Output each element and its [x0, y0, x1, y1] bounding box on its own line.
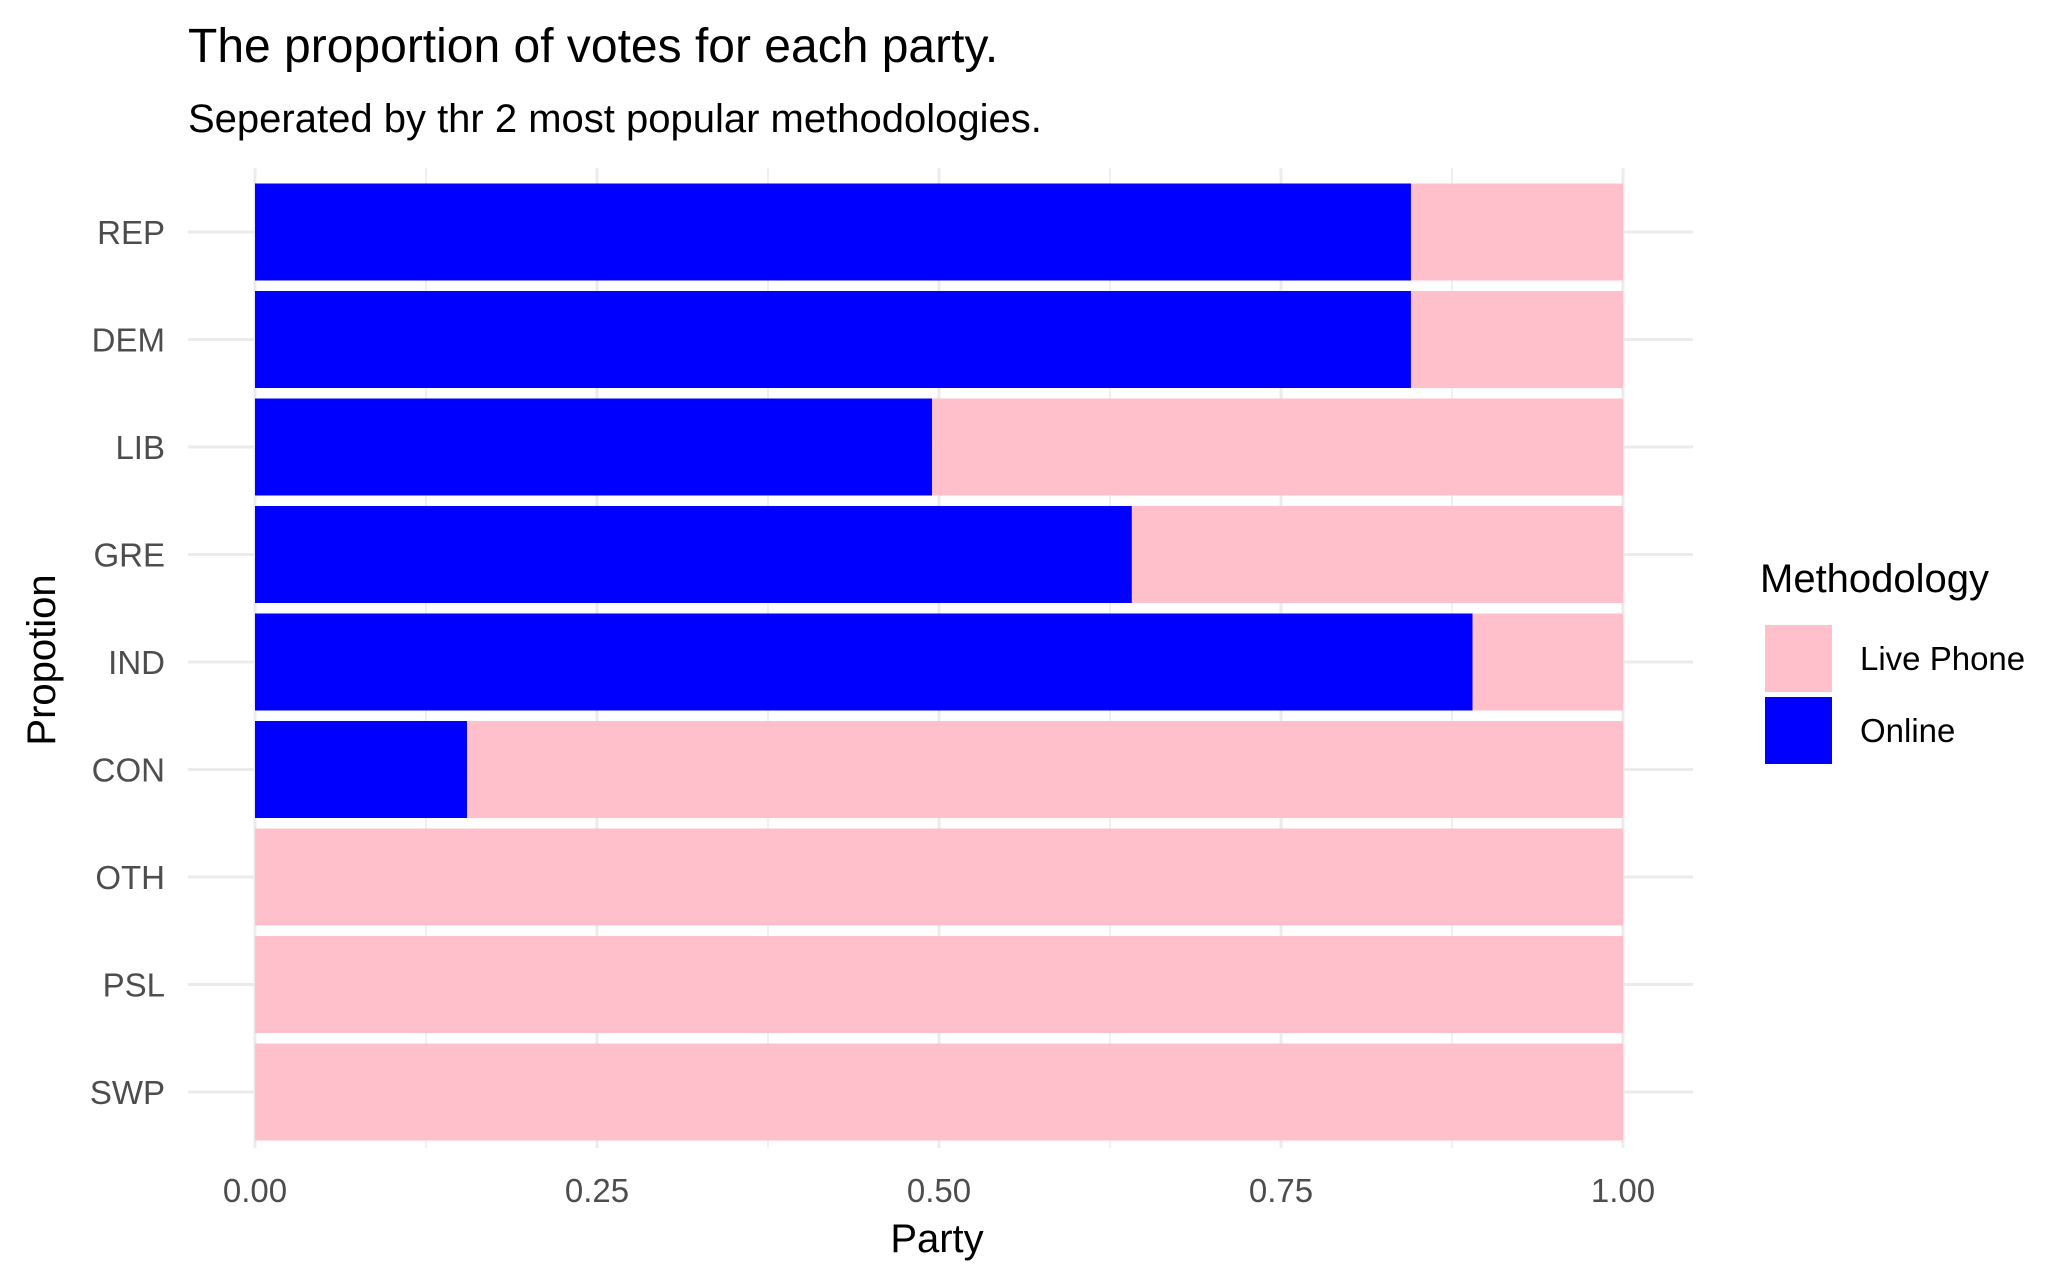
bar-ind-online [255, 613, 1473, 711]
legend-key-live-phone [1765, 625, 1832, 692]
x-tick-labels: 0.00 0.25 0.50 0.75 1.00 [223, 1172, 1655, 1209]
y-tick-label: SWP [90, 1074, 165, 1111]
x-tick-label: 0.75 [1249, 1172, 1313, 1209]
bar-oth-live-phone [255, 828, 1623, 926]
bar-ind-live-phone [1472, 613, 1623, 711]
bar-dem-online [255, 291, 1411, 388]
y-tick-labels: REP DEM LIB GRE IND CON OTH PSL SWP [90, 214, 165, 1111]
y-tick-label: LIB [115, 429, 165, 466]
x-tick-label: 0.25 [565, 1172, 629, 1209]
bar-gre-live-phone [1131, 506, 1623, 603]
bar-con-live-phone [467, 721, 1623, 818]
bar-psl-live-phone [255, 936, 1623, 1033]
bar-rep-live-phone [1410, 183, 1623, 281]
x-tick-label: 1.00 [1591, 1172, 1655, 1209]
bar-dem-live-phone [1410, 291, 1623, 388]
x-axis-title: Party [890, 1217, 983, 1261]
chart-subtitle: Seperated by thr 2 most popular methodol… [188, 97, 1042, 141]
y-tick-label: GRE [93, 537, 165, 574]
legend-key-online [1765, 697, 1832, 764]
chart-title: The proportion of votes for each party. [188, 20, 998, 73]
legend-label: Live Phone [1860, 640, 2025, 677]
y-tick-label: CON [92, 752, 165, 789]
y-axis-title: Propotion [20, 574, 64, 745]
y-tick-label: PSL [103, 967, 165, 1004]
legend-label: Online [1860, 712, 1955, 749]
y-tick-label: REP [97, 214, 165, 251]
bar-rep-online [255, 183, 1411, 281]
x-tick-label: 0.00 [223, 1172, 287, 1209]
y-tick-label: OTH [95, 859, 165, 896]
y-tick-label: DEM [92, 322, 165, 359]
x-tick-label: 0.50 [907, 1172, 971, 1209]
bar-swp-live-phone [255, 1043, 1623, 1141]
bar-gre-online [255, 506, 1132, 603]
y-tick-label: IND [108, 644, 165, 681]
legend-title: Methodology [1760, 557, 1989, 601]
bar-lib-online [255, 398, 933, 496]
legend: Methodology Live Phone Online [1760, 557, 2025, 764]
bar-lib-live-phone [932, 398, 1623, 496]
bars [255, 183, 1623, 1141]
bar-con-online [255, 721, 468, 818]
